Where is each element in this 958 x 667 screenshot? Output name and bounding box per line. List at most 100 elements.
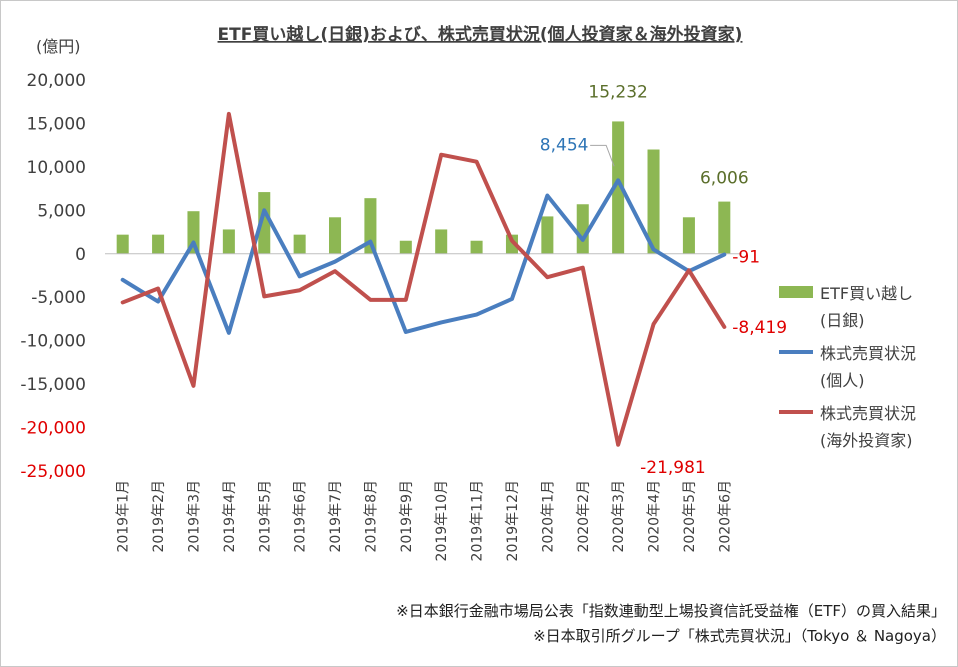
foreign-investor-point [121, 301, 124, 304]
etf-bar [435, 229, 448, 254]
foreign-investor-point [616, 443, 620, 446]
foreign-investor-point [192, 384, 195, 388]
x-tick-label: 2019年12月 [505, 480, 521, 561]
individual-investor-point [192, 241, 195, 244]
etf-bar [116, 234, 129, 254]
individual-investor-point [439, 321, 443, 324]
etf-bar [152, 234, 165, 254]
x-tick-label: 2019年3月 [186, 480, 202, 553]
x-tick-label: 2019年6月 [293, 480, 309, 553]
individual-investor-point [227, 331, 231, 335]
y-tick-label: -10,000 [20, 332, 86, 352]
foreign-investor-point [687, 269, 691, 272]
x-tick-label: 2019年8月 [363, 480, 379, 553]
x-tick-label: 2019年4月 [222, 480, 238, 553]
legend-label: 株式売買状況 [820, 344, 916, 363]
individual-investor-point [652, 248, 655, 251]
foreign-investor-point [156, 287, 160, 290]
y-tick-label: -15,000 [20, 375, 86, 395]
foreign-investor-point [723, 325, 726, 329]
etf-bar [682, 217, 695, 254]
individual-investor-point [404, 330, 408, 334]
foreign-investor-point [439, 153, 443, 156]
x-tick-label: 2020年6月 [717, 480, 733, 553]
x-tick-label: 2019年2月 [151, 480, 167, 553]
y-tick-label: 15,000 [27, 114, 86, 134]
data-label: -91 [732, 248, 760, 268]
foreign-investor-point [404, 298, 408, 302]
legend-label: (日銀) [820, 311, 865, 330]
individual-investor-point [333, 260, 337, 263]
individual-investor-point [581, 238, 584, 242]
etf-bar [576, 204, 589, 254]
legend-swatch-bar [779, 286, 813, 298]
individual-investor-point [546, 194, 549, 197]
x-tick-label: 2020年1月 [540, 480, 556, 553]
x-tick-label: 2020年5月 [682, 480, 698, 553]
foreign-investor-point [652, 322, 655, 326]
etf-bar [399, 240, 412, 254]
bar-series [116, 121, 731, 254]
etf-bar [187, 211, 200, 254]
data-label: -21,981 [640, 458, 706, 478]
data-label: 6,006 [700, 169, 749, 189]
data-labels: 15,232 6,006 8,454 -91 -21,981 -8,419 [540, 82, 787, 477]
individual-investor-point [475, 313, 478, 316]
legend-label: (個人) [820, 371, 865, 390]
individual-investor-point [510, 297, 514, 301]
x-tick-label: 2020年4月 [647, 480, 663, 553]
foreign-investor-point [227, 112, 231, 116]
y-tick-label: 20,000 [27, 71, 86, 91]
x-tick-label: 2019年5月 [257, 480, 273, 553]
source-note-1: ※日本銀行金融市場局公表「指数連動型上場投資信託受益権（ETF）の買入結果」 [396, 602, 946, 620]
foreign-investor-line [120, 111, 727, 447]
individual-investor-point [156, 300, 160, 303]
legend-label: (海外投資家) [820, 431, 913, 450]
x-axis: 2019年1月 2019年2月 2019年3月 2019年4月 2019年5月 2019年… [116, 480, 734, 561]
etf-bar [718, 201, 731, 254]
y-tick-label: 0 [75, 245, 86, 265]
foreign-investor-point [298, 289, 301, 292]
x-tick-label: 2019年7月 [328, 480, 344, 553]
individual-investor-point [616, 179, 620, 182]
y-axis: 20,000 15,000 10,000 5,000 0 -5,000 -10,000 -15… [20, 71, 86, 482]
legend-label: ETF買い越し [820, 284, 913, 303]
x-tick-label: 2019年10月 [434, 480, 450, 561]
data-label: -8,419 [732, 318, 787, 338]
x-tick-label: 2019年9月 [399, 480, 415, 553]
etf-bar [612, 121, 625, 254]
y-tick-label: 5,000 [37, 201, 86, 221]
data-label: 15,232 [588, 82, 647, 102]
etf-bar [647, 149, 660, 254]
foreign-investor-point [546, 276, 549, 279]
etf-bar [222, 229, 235, 254]
legend-label: 株式売買状況 [820, 404, 916, 423]
individual-investor-point [121, 278, 124, 282]
foreign-investor-point [333, 269, 337, 273]
etf-bar [364, 198, 377, 254]
foreign-investor-point [581, 266, 584, 269]
etf-bar [505, 234, 518, 254]
chart-title: ETF買い越し(日銀)および、株式売買状況(個人投資家＆海外投資家) [218, 24, 743, 45]
data-label-leader-line [590, 144, 615, 167]
individual-investor-point [263, 209, 266, 212]
y-tick-label: -25,000 [20, 462, 86, 482]
foreign-investor-point [369, 298, 372, 302]
individual-investor-line [120, 178, 727, 335]
etf-bar [470, 240, 483, 254]
y-unit-label: (億円) [36, 37, 81, 56]
legend: ETF買い越し (日銀) 株式売買状況 (個人) 株式売買状況 (海外投資家) [779, 284, 916, 450]
individual-investor-point [369, 240, 372, 243]
y-tick-label: 10,000 [27, 158, 86, 178]
x-tick-label: 2020年2月 [576, 480, 592, 553]
individual-investor-point [723, 253, 726, 256]
x-tick-label: 2019年1月 [116, 480, 132, 553]
y-tick-label: -20,000 [20, 419, 86, 439]
foreign-investor-point [263, 295, 266, 298]
foreign-investor-point [510, 239, 514, 242]
x-tick-label: 2020年3月 [611, 480, 627, 553]
etf-bar [329, 217, 342, 254]
foreign-investor-point [475, 160, 478, 163]
data-label: 8,454 [540, 135, 589, 155]
